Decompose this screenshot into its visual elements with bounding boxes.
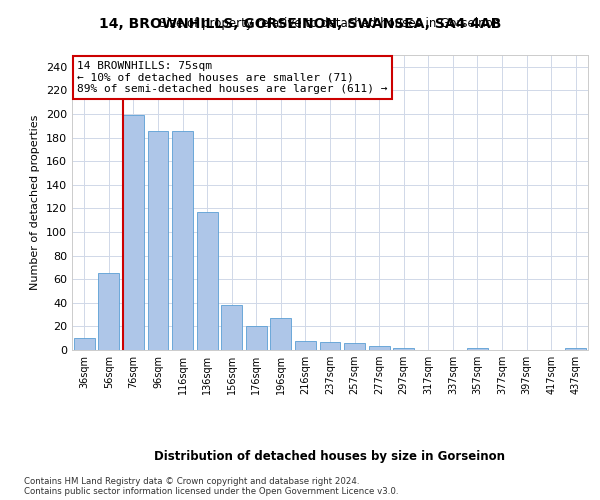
Bar bbox=[172, 130, 193, 350]
Bar bbox=[344, 343, 365, 350]
Bar bbox=[74, 338, 95, 350]
Bar bbox=[271, 318, 292, 350]
Bar bbox=[148, 130, 169, 350]
Bar bbox=[320, 342, 340, 350]
X-axis label: Distribution of detached houses by size in Gorseinon: Distribution of detached houses by size … bbox=[155, 450, 505, 463]
Bar bbox=[123, 115, 144, 350]
Bar bbox=[393, 348, 414, 350]
Text: Contains HM Land Registry data © Crown copyright and database right 2024.: Contains HM Land Registry data © Crown c… bbox=[24, 478, 359, 486]
Title: Size of property relative to detached houses in Gorseinon: Size of property relative to detached ho… bbox=[160, 17, 500, 30]
Bar bbox=[98, 274, 119, 350]
Bar bbox=[221, 305, 242, 350]
Bar bbox=[368, 346, 389, 350]
Text: 14 BROWNHILLS: 75sqm
← 10% of detached houses are smaller (71)
89% of semi-detac: 14 BROWNHILLS: 75sqm ← 10% of detached h… bbox=[77, 61, 388, 94]
Bar bbox=[467, 348, 488, 350]
Y-axis label: Number of detached properties: Number of detached properties bbox=[31, 115, 40, 290]
Bar bbox=[565, 348, 586, 350]
Bar bbox=[246, 326, 267, 350]
Bar bbox=[295, 340, 316, 350]
Text: Contains public sector information licensed under the Open Government Licence v3: Contains public sector information licen… bbox=[24, 488, 398, 496]
Text: 14, BROWNHILLS, GORSEINON, SWANSEA, SA4 4AB: 14, BROWNHILLS, GORSEINON, SWANSEA, SA4 … bbox=[99, 18, 501, 32]
Bar bbox=[197, 212, 218, 350]
